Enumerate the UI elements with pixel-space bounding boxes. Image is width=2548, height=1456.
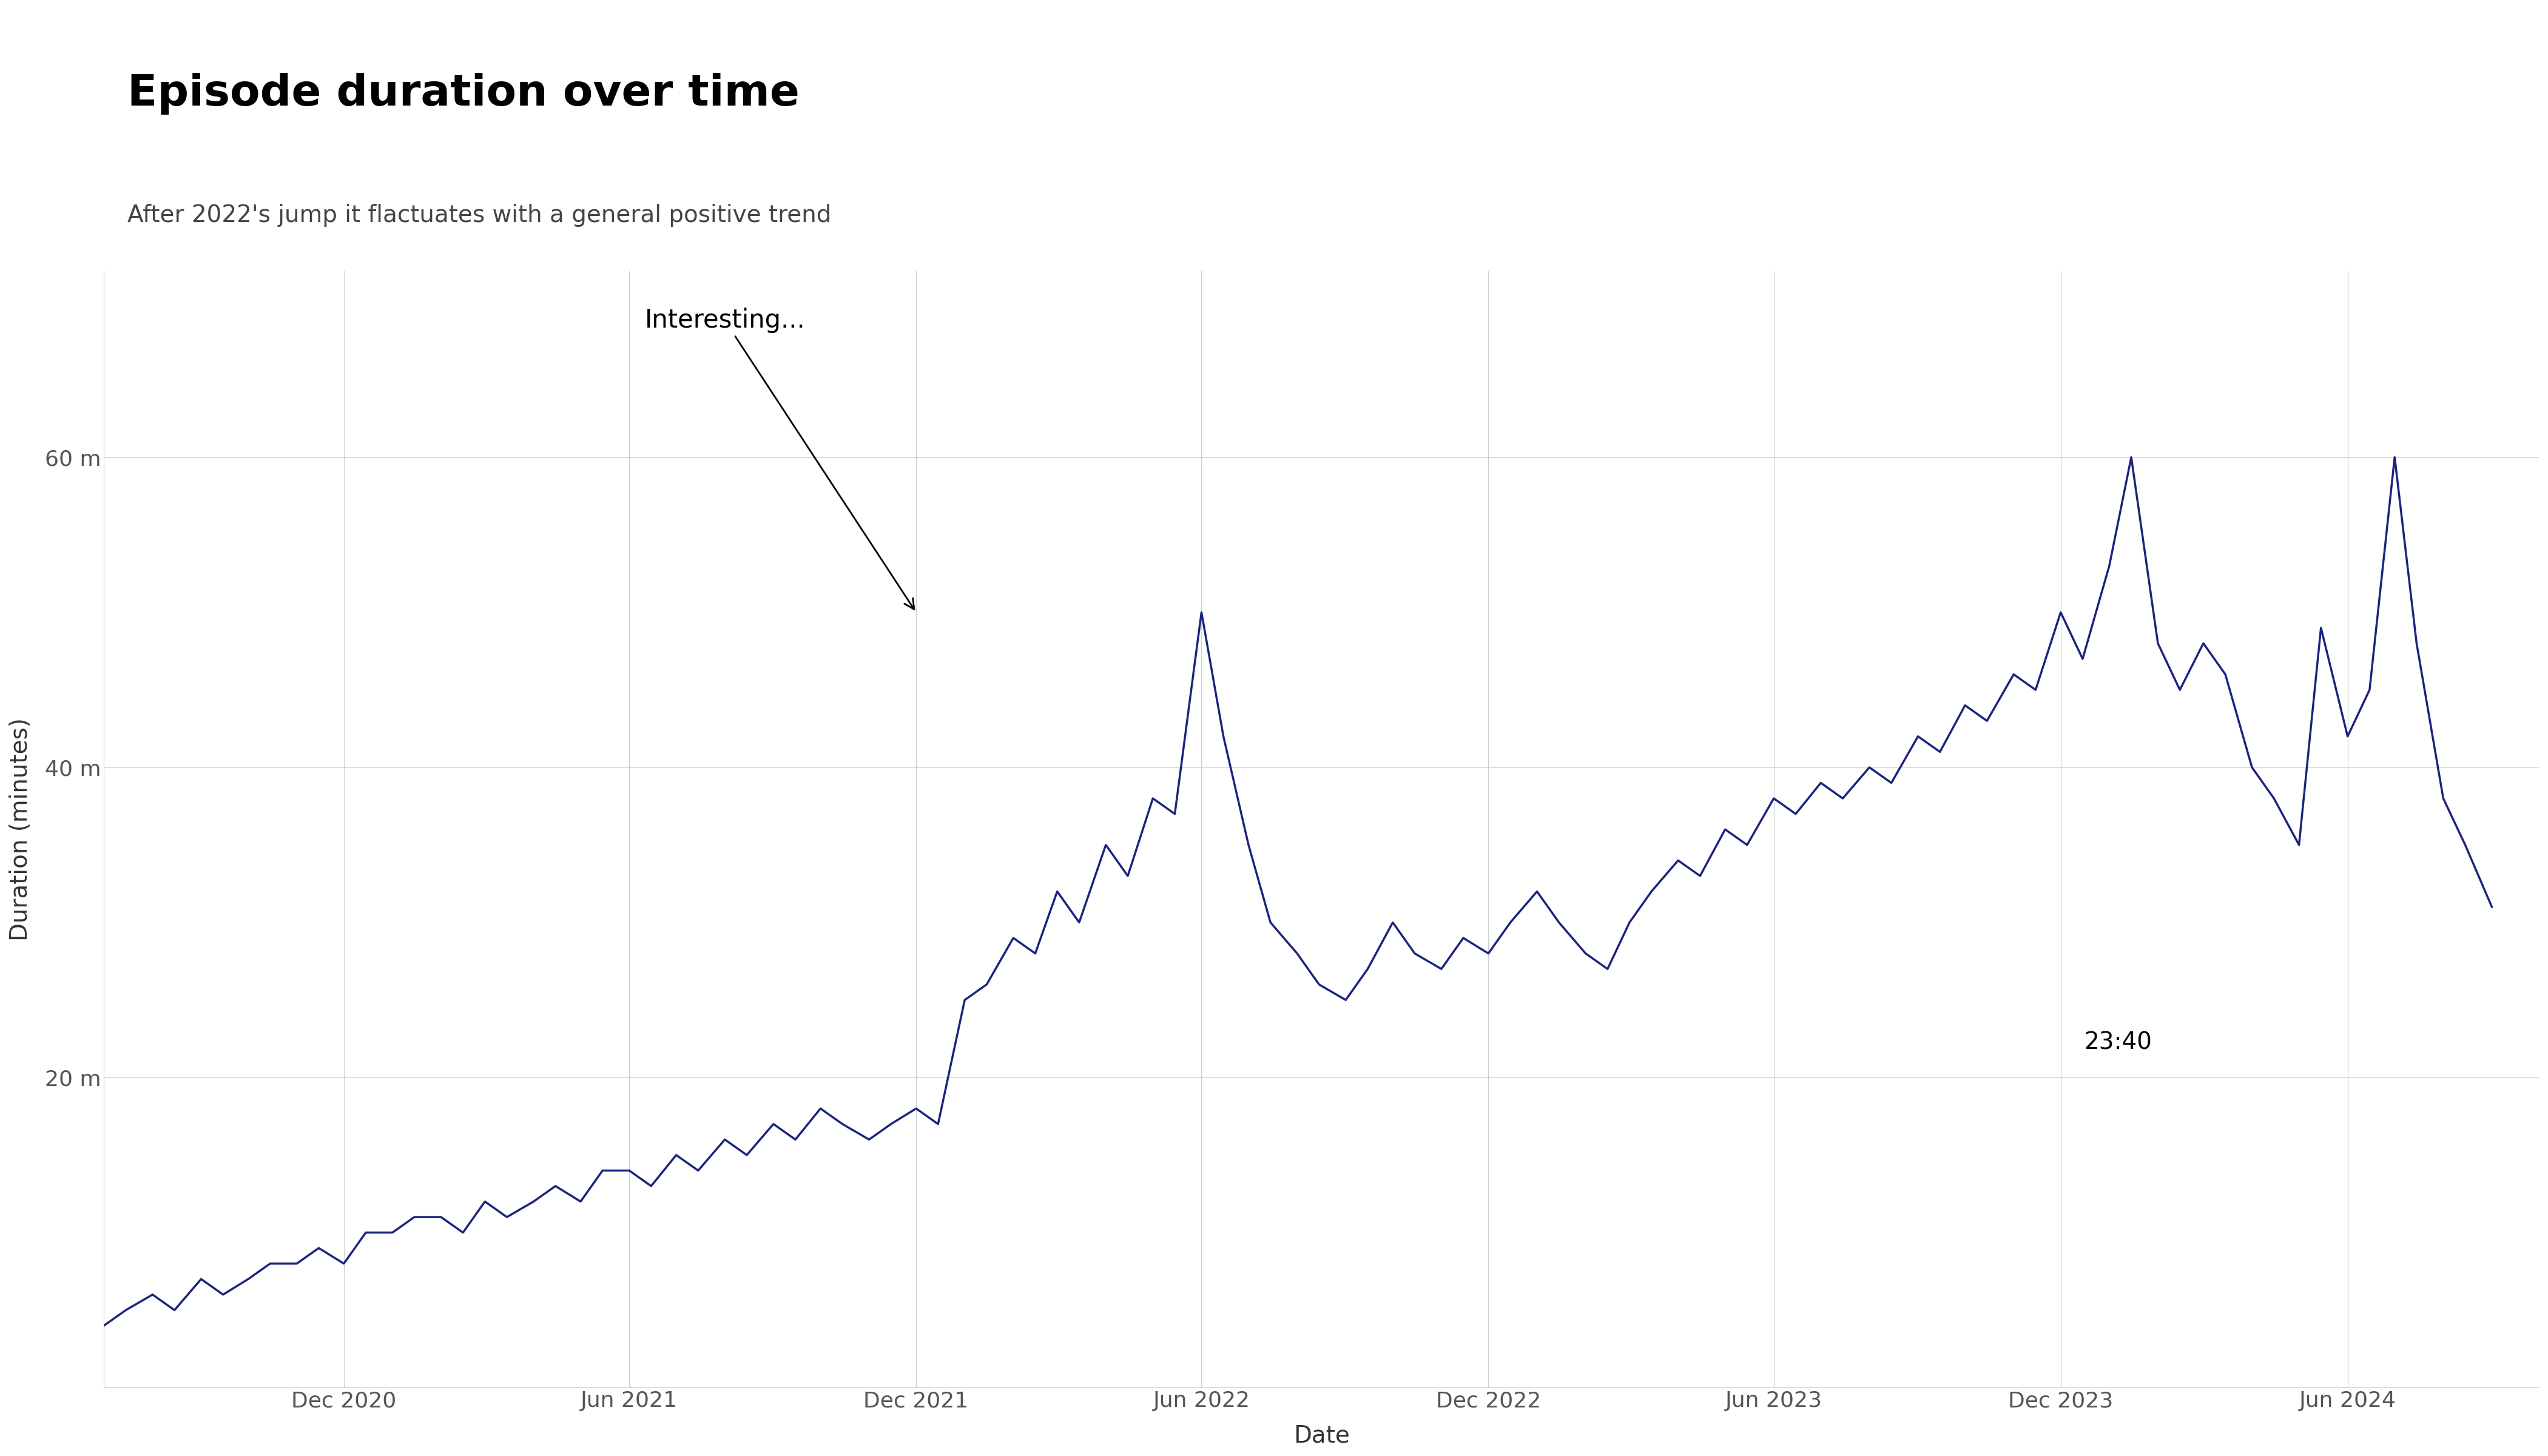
Text: After 2022's jump it flactuates with a general positive trend: After 2022's jump it flactuates with a g… (127, 204, 831, 227)
Y-axis label: Duration (minutes): Duration (minutes) (10, 718, 33, 941)
Text: Episode duration over time: Episode duration over time (127, 73, 800, 115)
Text: Interesting...: Interesting... (645, 307, 915, 609)
X-axis label: Date: Date (1294, 1424, 1350, 1447)
Text: 23:40: 23:40 (2084, 1031, 2153, 1054)
